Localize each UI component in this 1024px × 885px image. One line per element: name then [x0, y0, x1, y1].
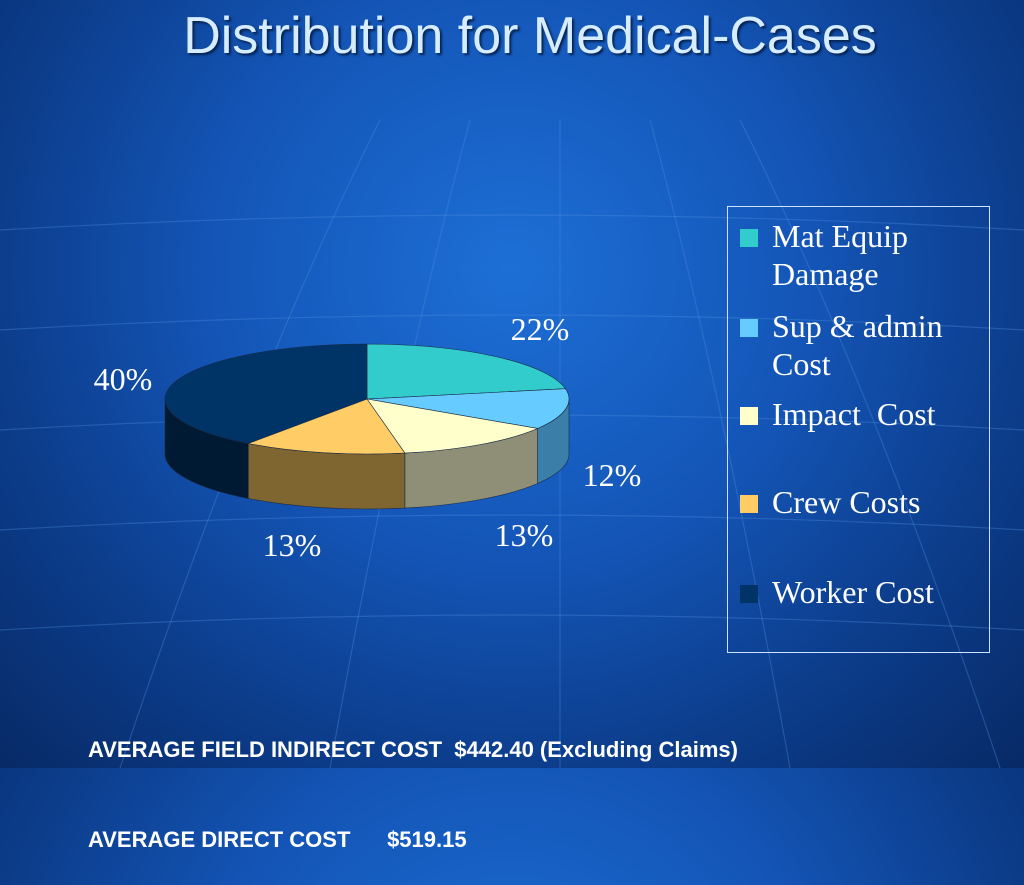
pie-labels: 22% 12% 13% 13% 40%: [94, 311, 642, 563]
legend-swatch: [740, 585, 758, 603]
pie-tops: [164, 343, 570, 455]
legend-label: Sup & admin Cost: [772, 308, 943, 382]
pie-slice-impact-cost: [366, 398, 539, 454]
legend-swatch: [740, 495, 758, 513]
chart-legend: Mat Equip Damage Sup & admin Cost Impact…: [727, 206, 990, 653]
legend-label: Mat Equip Damage: [772, 218, 908, 292]
pie-sides: [164, 398, 570, 510]
pie-slice-sup-admin-cost: [366, 388, 570, 429]
legend-label: Crew Costs: [772, 484, 921, 520]
legend-swatch: [740, 319, 758, 337]
indirect-cost-line: AVERAGE FIELD INDIRECT COST $442.40 (Exc…: [88, 737, 738, 762]
slide-title: Distribution for Medical-Cases: [183, 7, 877, 65]
legend-swatch: [740, 229, 758, 247]
data-label-mat-equip-damage: 22%: [511, 311, 570, 347]
pie-slice-worker-cost: [164, 343, 368, 444]
cost-summary: AVERAGE FIELD INDIRECT COST $442.40 (Exc…: [88, 675, 738, 885]
legend-label: Impact Cost: [772, 396, 936, 432]
data-label-impact-cost: 13%: [495, 517, 554, 553]
legend-label: Worker Cost: [772, 574, 934, 610]
data-label-sup-admin-cost: 12%: [583, 457, 642, 493]
pie-slice-crew-costs: [247, 398, 406, 455]
pie-chart: 22% 12% 13% 13% 40%: [94, 311, 642, 563]
legend-swatch: [740, 407, 758, 425]
data-label-worker-cost: 40%: [94, 361, 153, 397]
data-label-crew-costs: 13%: [263, 527, 322, 563]
pie-slice-mat-equip-damage: [366, 343, 566, 400]
direct-cost-line: AVERAGE DIRECT COST $519.15: [88, 827, 467, 852]
